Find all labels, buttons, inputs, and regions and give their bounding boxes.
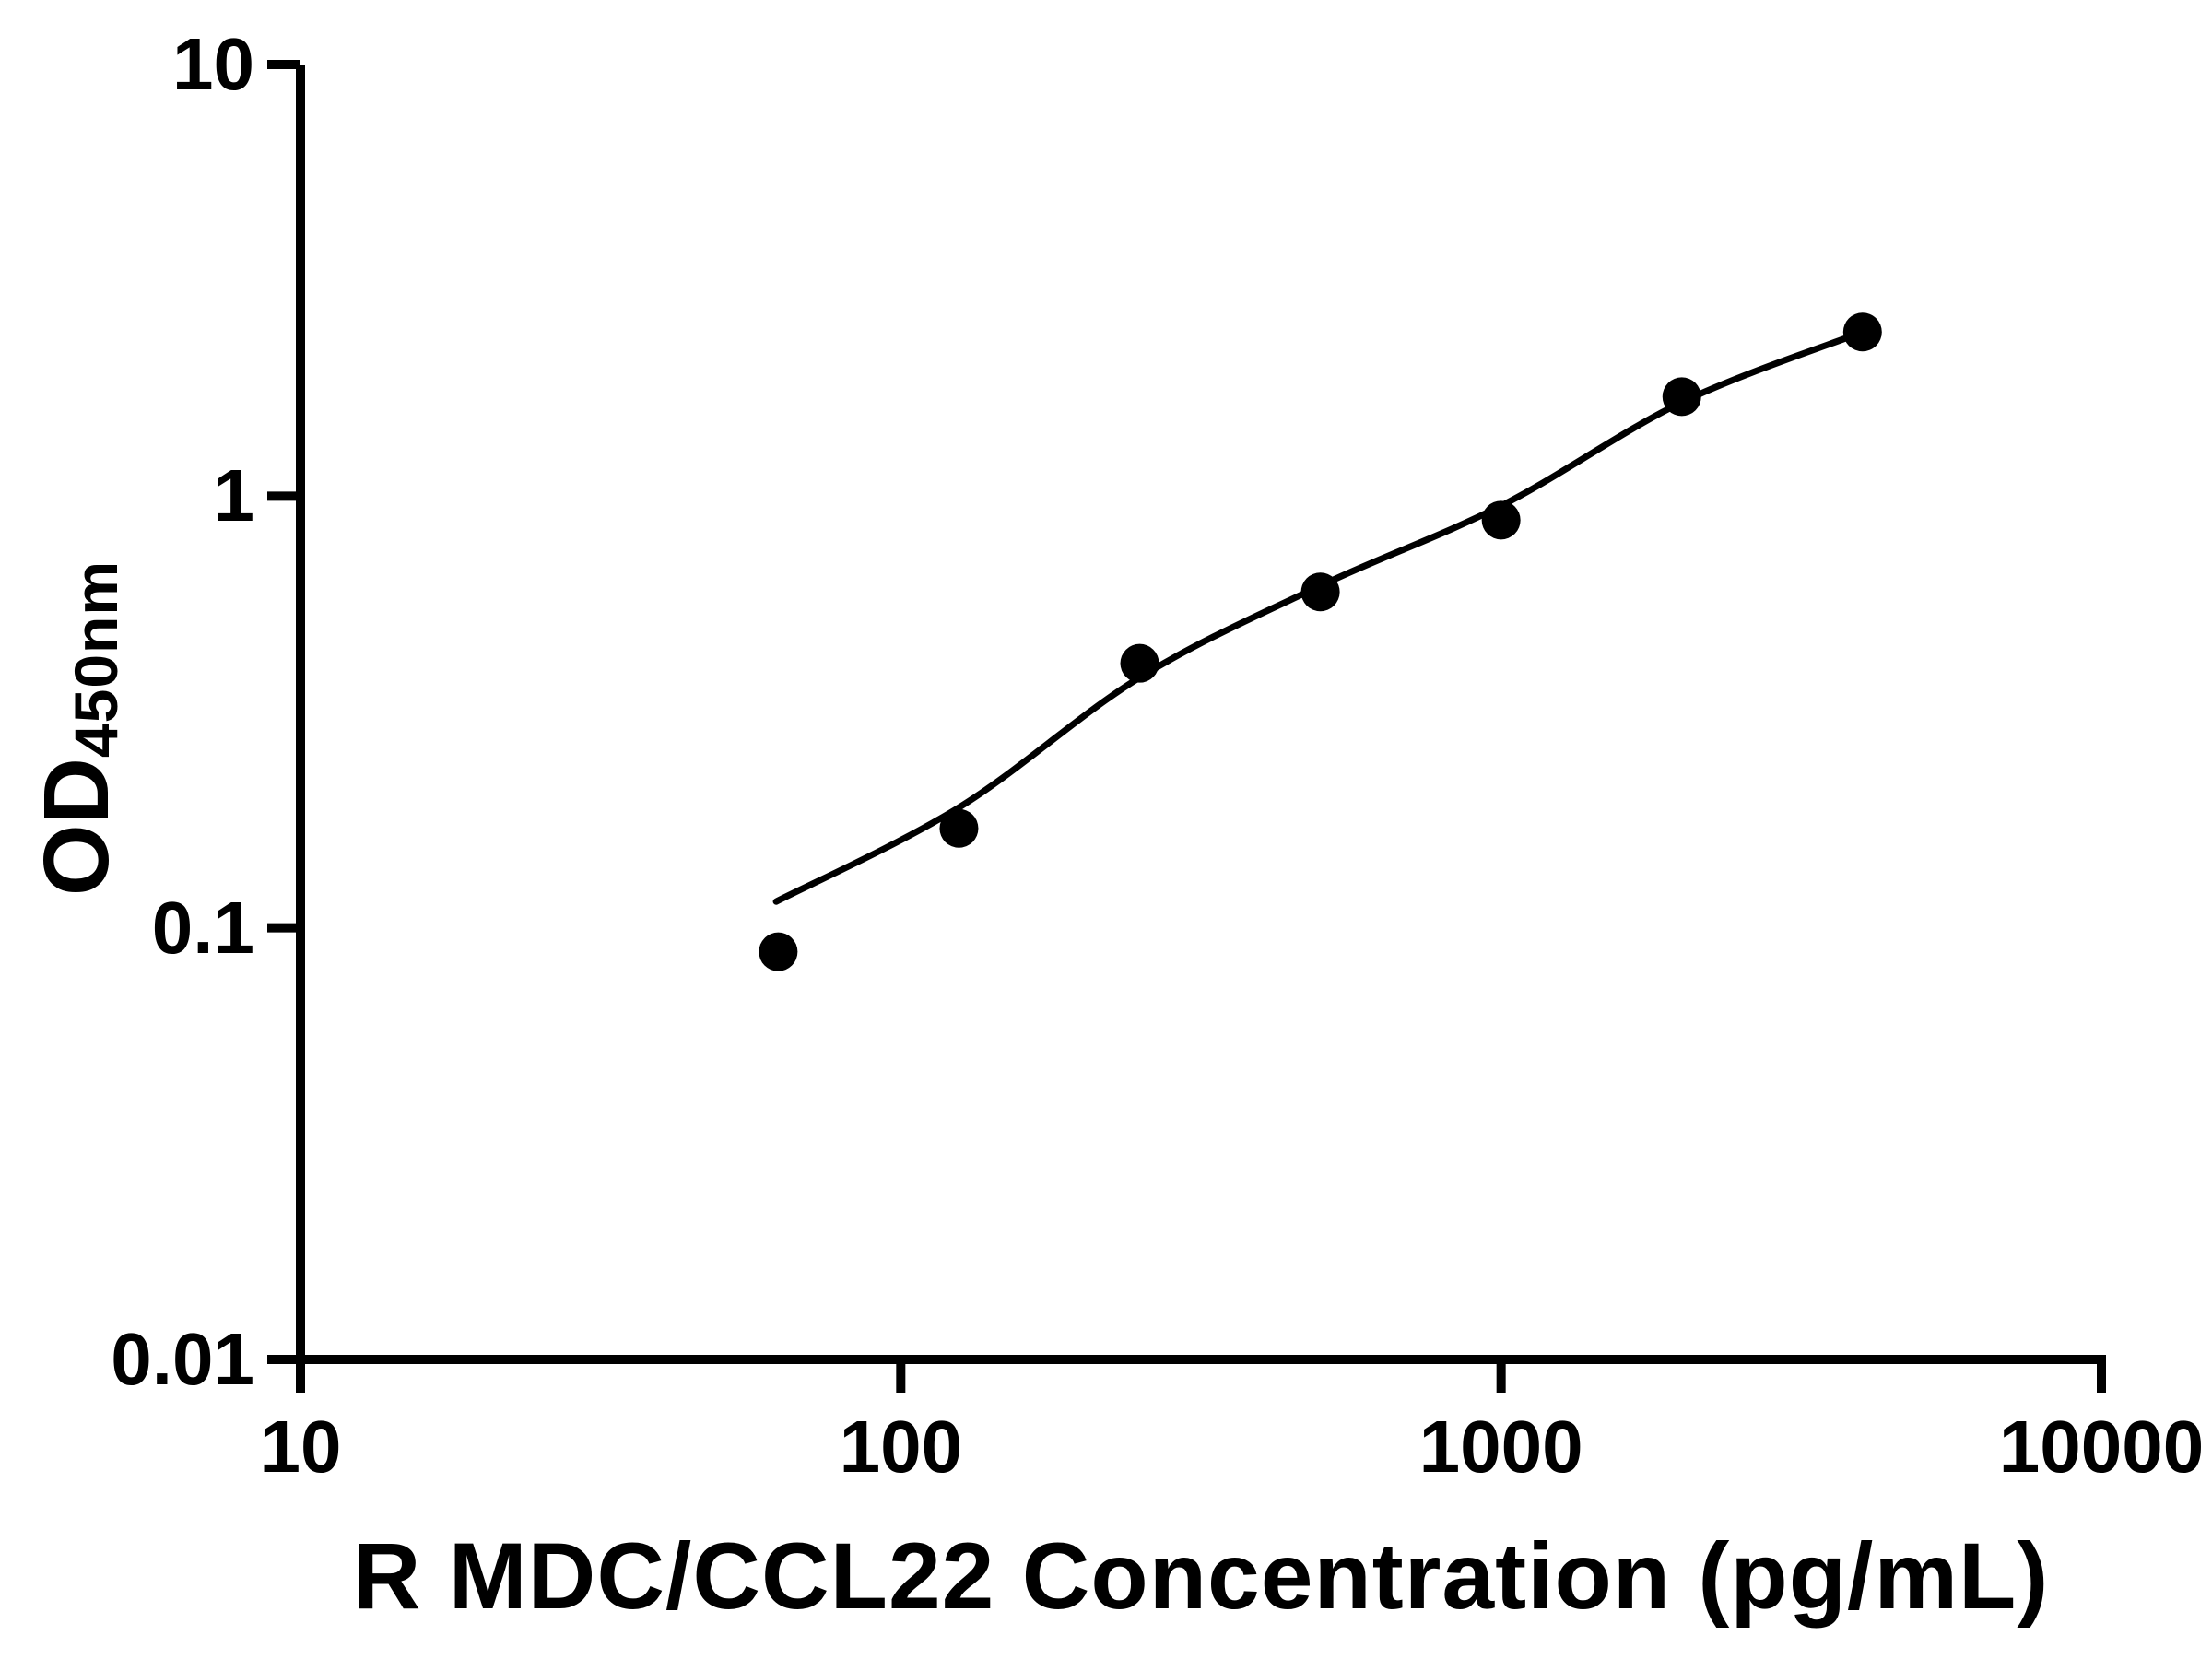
y-tick-label: 0.01 (111, 1318, 254, 1400)
x-axis-title: R MDC/CCL22 Concentration (pg/mL) (352, 1524, 2050, 1629)
data-point (1842, 312, 1882, 352)
data-point (1120, 643, 1159, 683)
y-tick-label: 1 (213, 454, 255, 537)
data-point (1300, 572, 1340, 612)
data-point (939, 808, 979, 848)
fit-curve-line (772, 328, 1866, 905)
y-axis-title: OD450nm (24, 560, 131, 896)
y-tick-label: 10 (172, 23, 254, 105)
data-point (1481, 500, 1521, 540)
x-tick-label: 10 (259, 1406, 342, 1488)
x-tick-label: 10000 (1998, 1406, 2205, 1488)
y-tick-label: 0.1 (151, 886, 254, 969)
y-axis-title-main: OD (25, 758, 128, 897)
data-point (759, 932, 798, 971)
x-tick-label: 1000 (1418, 1406, 1583, 1488)
x-tick-label: 100 (839, 1406, 963, 1488)
y-axis-title-subscript: 450nm (62, 559, 130, 759)
data-point (1662, 377, 1701, 417)
